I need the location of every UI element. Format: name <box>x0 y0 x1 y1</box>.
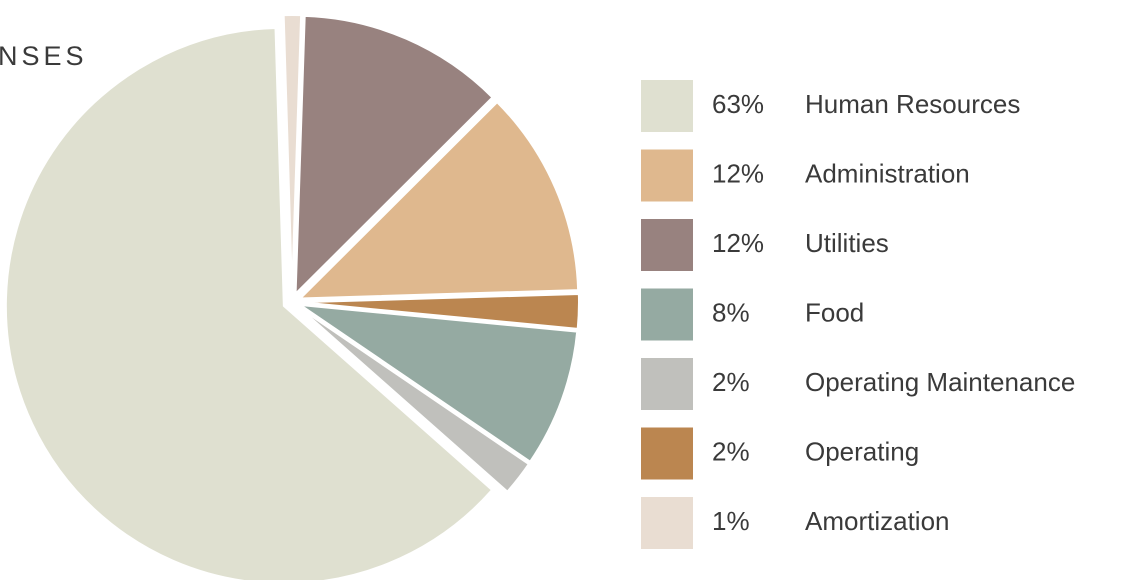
legend-label: Operating <box>805 436 919 466</box>
legend-label: Amortization <box>805 506 950 536</box>
legend-label: Administration <box>805 158 970 188</box>
legend-swatch <box>641 497 693 549</box>
pie-slice <box>294 14 494 297</box>
legend-value: 12% <box>712 158 764 188</box>
legend-value: 2% <box>712 367 750 397</box>
pie-slice <box>299 304 579 464</box>
legend-value: 12% <box>712 228 764 258</box>
legend-label: Utilities <box>805 228 889 258</box>
legend-label: Operating Maintenance <box>805 367 1075 397</box>
legend-label: Food <box>805 297 864 327</box>
legend-swatch <box>641 219 693 271</box>
legend-swatch <box>641 80 693 132</box>
legend-value: 8% <box>712 297 750 327</box>
legend-value: 63% <box>712 89 764 119</box>
pie-slice <box>4 26 494 580</box>
pie-slice <box>297 100 580 300</box>
legend-swatch <box>641 288 693 341</box>
legend-swatch <box>641 149 693 202</box>
legend-swatch <box>641 358 693 410</box>
pie-slice <box>298 306 531 494</box>
legend-label: Human Resources <box>805 89 1020 119</box>
legend-value: 1% <box>712 506 750 536</box>
pie-slice <box>282 14 303 294</box>
pie-slice <box>300 292 580 330</box>
legend-value: 2% <box>712 436 750 466</box>
legend-swatch <box>641 427 693 480</box>
chart-title: NSES <box>0 41 88 71</box>
